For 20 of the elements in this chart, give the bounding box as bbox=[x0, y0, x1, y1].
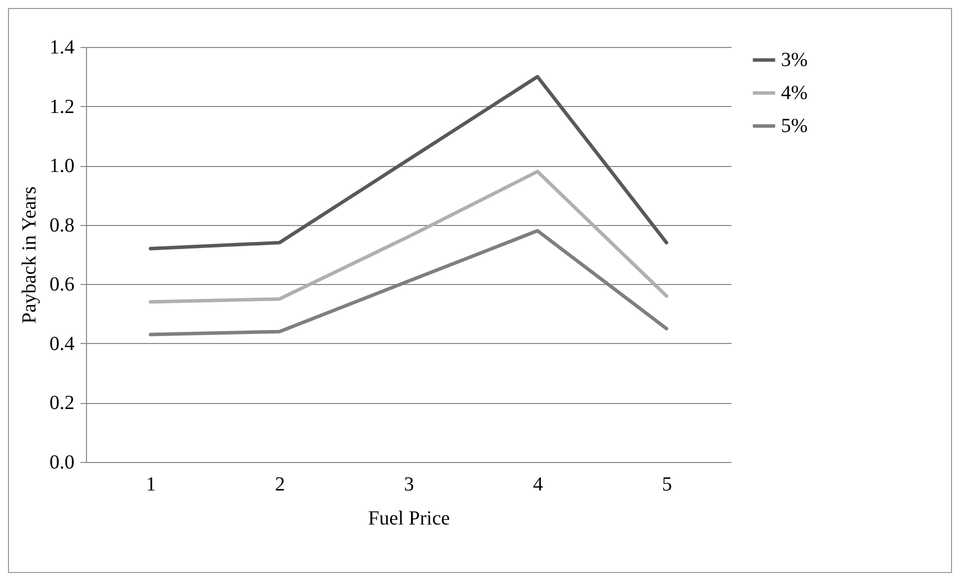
legend-label: 3% bbox=[781, 49, 808, 71]
y-tick-label: 0.0 bbox=[50, 452, 74, 474]
x-axis-title: Fuel Price bbox=[368, 508, 450, 530]
x-tick-label: 1 bbox=[146, 474, 156, 496]
x-tick-label: 4 bbox=[533, 474, 543, 496]
y-tick-label: 0.8 bbox=[50, 214, 74, 236]
y-tick-label: 0.2 bbox=[50, 392, 74, 414]
legend-label: 4% bbox=[781, 82, 808, 104]
line-series bbox=[148, 170, 668, 304]
y-axis-title: Payback in Years bbox=[18, 186, 40, 324]
y-tick-label: 1.4 bbox=[50, 36, 74, 58]
y-tick-label: 1.0 bbox=[50, 155, 74, 178]
x-tick-label: 5 bbox=[662, 474, 672, 496]
y-tick-label: 0.6 bbox=[50, 274, 74, 296]
x-tick-label: 2 bbox=[275, 474, 285, 496]
legend-label: 5% bbox=[781, 115, 808, 137]
y-tick-label: 0.4 bbox=[50, 332, 74, 355]
y-tick-label: 1.2 bbox=[50, 96, 74, 118]
x-tick-label: 3 bbox=[404, 474, 414, 496]
line-series bbox=[148, 74, 668, 250]
